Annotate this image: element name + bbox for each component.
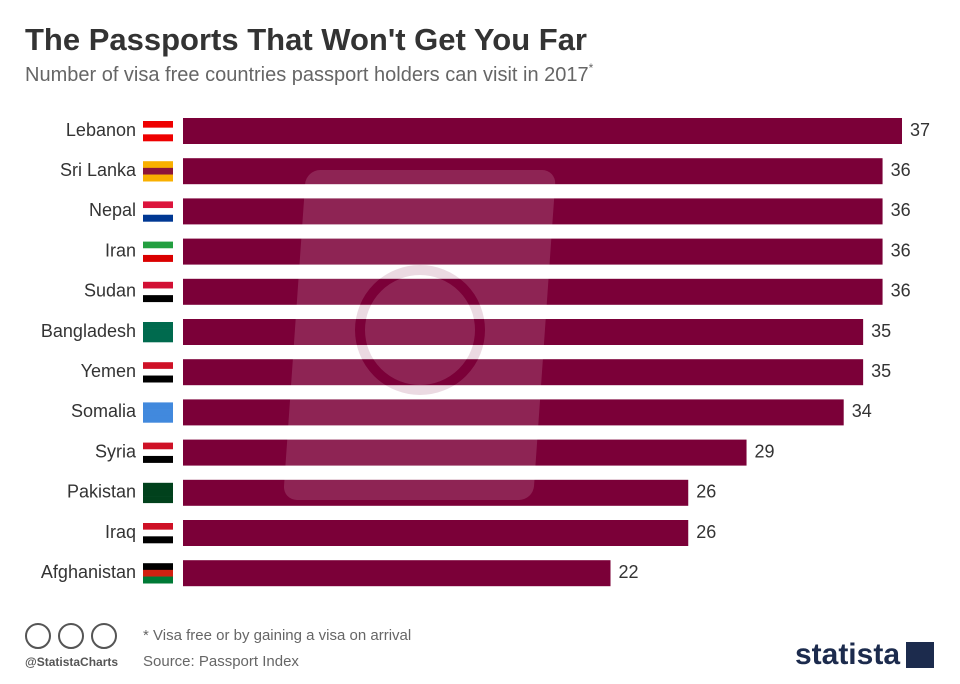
flag-stripe [143, 455, 173, 463]
flag-stripe [143, 569, 173, 577]
category-label: Sudan [84, 281, 136, 301]
flag-stripe [143, 362, 173, 370]
bar [183, 278, 883, 305]
value-label: 29 [755, 441, 775, 461]
flag-stripe [143, 201, 173, 209]
flag-stripe [143, 248, 173, 256]
globe [355, 265, 485, 395]
chart-title: The Passports That Won't Get You Far [25, 22, 587, 57]
license-icons [25, 623, 117, 649]
flag-stripe [143, 375, 173, 383]
value-label: 37 [910, 120, 930, 140]
flag-stripe [143, 167, 173, 175]
bar [183, 198, 883, 225]
flag-stripe [143, 563, 173, 571]
flag-stripe [143, 523, 173, 530]
bar [183, 319, 864, 345]
chart-subtitle: Number of visa free countries passport h… [25, 61, 594, 86]
flag-stripe [143, 489, 173, 497]
category-label: Afghanistan [41, 562, 136, 582]
by-icon [58, 623, 84, 649]
source: Source: Passport Index [143, 653, 299, 670]
flag-stripe [143, 415, 173, 423]
flag-stripe [143, 134, 173, 142]
bar [183, 439, 747, 466]
value-label: 22 [619, 562, 639, 582]
value-label: 36 [891, 200, 911, 220]
bar [183, 118, 902, 144]
flag-stripe [143, 449, 173, 457]
brand: statista [795, 638, 900, 671]
category-label: Bangladesh [41, 321, 136, 341]
value-label: 35 [871, 321, 891, 341]
flag-stripe [143, 214, 173, 222]
flag-stripe [143, 368, 173, 376]
flag-stripe [143, 409, 173, 417]
subtitle-note: * [589, 61, 594, 75]
flag-stripe [143, 254, 173, 262]
flag-stripe [143, 295, 173, 303]
cc-icon [25, 623, 51, 649]
category-label: Somalia [71, 401, 137, 421]
bar [183, 359, 864, 386]
bar [183, 158, 883, 185]
flag-stripe [143, 529, 173, 537]
flag-stripe [143, 281, 173, 289]
nd-icon [91, 623, 117, 649]
flag-stripe [143, 322, 173, 329]
value-label: 36 [891, 281, 911, 301]
value-label: 35 [871, 361, 891, 381]
flag-stripe [143, 496, 173, 504]
flag-stripe [143, 127, 173, 135]
flag-stripe [143, 288, 173, 296]
bar [183, 520, 689, 546]
flag-stripe [143, 536, 173, 544]
value-label: 36 [891, 160, 911, 180]
bar [183, 238, 883, 265]
value-label: 26 [696, 522, 716, 542]
flag-stripe [143, 328, 173, 336]
category-label: Lebanon [66, 120, 136, 140]
category-label: Iran [105, 240, 136, 260]
flag-stripe [143, 442, 173, 450]
flag-stripe [143, 161, 173, 169]
footnote: * Visa free or by gaining a visa on arri… [143, 627, 411, 644]
flag-stripe [143, 335, 173, 343]
value-label: 34 [852, 401, 872, 421]
passport-shape [283, 170, 556, 500]
subtitle-text: Number of visa free countries passport h… [25, 64, 589, 86]
watermark [283, 170, 556, 500]
flag-stripe [143, 402, 173, 410]
credit: @StatistaCharts [25, 655, 118, 669]
flag-stripe [143, 241, 173, 249]
flag-stripe [143, 576, 173, 584]
flag-stripe [143, 121, 173, 128]
category-label: Nepal [89, 200, 136, 220]
bar [183, 560, 611, 587]
category-label: Syria [95, 441, 137, 461]
category-label: Sri Lanka [60, 160, 137, 180]
flag-stripe [143, 174, 173, 182]
value-label: 36 [891, 240, 911, 260]
flag-stripe [143, 482, 173, 490]
brand-icon [906, 642, 934, 668]
bar [183, 399, 844, 426]
bar [183, 479, 689, 506]
category-label: Yemen [81, 361, 136, 381]
value-label: 26 [696, 482, 716, 502]
bars: Lebanon 37 Sri Lanka 36 Nepal 36 Iran 36 Sudan 36… [41, 118, 930, 587]
flag-stripe [143, 208, 173, 216]
category-label: Iraq [105, 522, 136, 542]
category-label: Pakistan [67, 482, 136, 502]
